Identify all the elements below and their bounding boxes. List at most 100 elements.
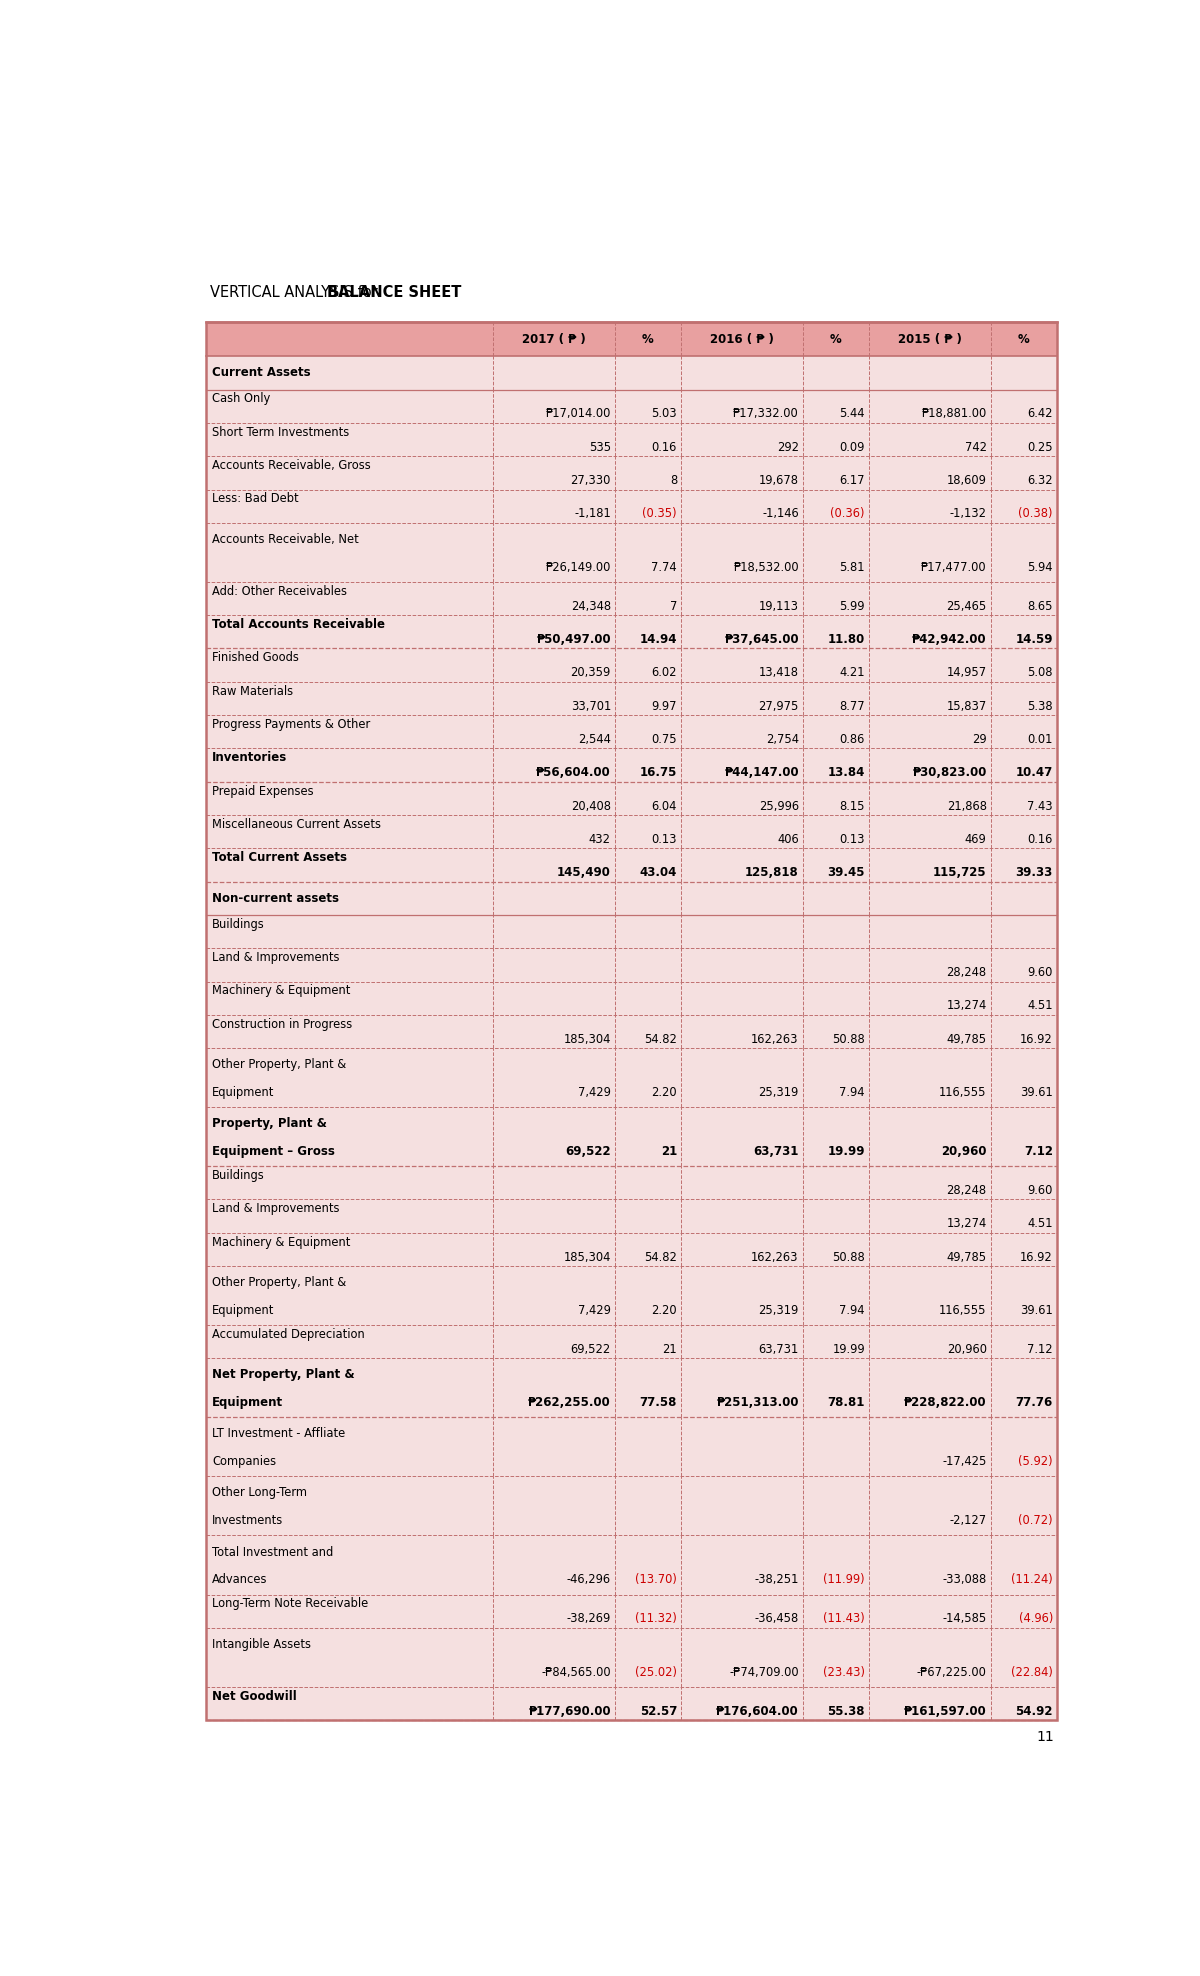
Text: 19.99: 19.99 <box>833 1344 865 1356</box>
Text: ₱17,014.00: ₱17,014.00 <box>546 407 611 421</box>
Text: Equipment: Equipment <box>212 1397 283 1409</box>
Text: Less: Bad Debt: Less: Bad Debt <box>212 492 299 506</box>
Text: 39.61: 39.61 <box>1020 1304 1052 1316</box>
Text: ₱251,313.00: ₱251,313.00 <box>716 1397 799 1409</box>
Bar <box>206 1047 1057 1107</box>
Text: Land & Improvements: Land & Improvements <box>212 1201 340 1215</box>
Text: Raw Materials: Raw Materials <box>212 684 293 698</box>
Text: -1,146: -1,146 <box>762 508 799 520</box>
Text: -₱74,709.00: -₱74,709.00 <box>730 1666 799 1678</box>
Bar <box>206 389 1057 423</box>
Text: 13,418: 13,418 <box>758 666 799 680</box>
Text: 5.94: 5.94 <box>1027 561 1052 573</box>
Text: 13.84: 13.84 <box>828 767 865 779</box>
Text: 43.04: 43.04 <box>640 865 677 879</box>
Text: 4.51: 4.51 <box>1027 1000 1052 1012</box>
Text: 14.59: 14.59 <box>1015 632 1052 646</box>
Text: 77.76: 77.76 <box>1015 1397 1052 1409</box>
Text: 39.61: 39.61 <box>1020 1087 1052 1099</box>
Text: 2016 ( ₱ ): 2016 ( ₱ ) <box>710 332 774 346</box>
Text: 162,263: 162,263 <box>751 1251 799 1263</box>
Text: Short Term Investments: Short Term Investments <box>212 425 349 439</box>
Text: 5.03: 5.03 <box>652 407 677 421</box>
Text: (0.35): (0.35) <box>642 508 677 520</box>
Text: (13.70): (13.70) <box>635 1573 677 1587</box>
Text: 25,319: 25,319 <box>758 1087 799 1099</box>
Text: (11.43): (11.43) <box>823 1612 865 1626</box>
Text: 25,465: 25,465 <box>947 599 986 613</box>
Text: Accounts Receivable, Gross: Accounts Receivable, Gross <box>212 458 371 472</box>
Bar <box>206 1233 1057 1267</box>
Text: 39.45: 39.45 <box>828 865 865 879</box>
Text: Current Assets: Current Assets <box>212 366 311 379</box>
Text: 2015 ( ₱ ): 2015 ( ₱ ) <box>898 332 961 346</box>
Text: %: % <box>642 332 654 346</box>
Text: 6.42: 6.42 <box>1027 407 1052 421</box>
Text: 52.57: 52.57 <box>640 1705 677 1717</box>
Text: 116,555: 116,555 <box>940 1304 986 1316</box>
Text: Non-current assets: Non-current assets <box>212 891 340 905</box>
Text: Long-Term Note Receivable: Long-Term Note Receivable <box>212 1597 368 1610</box>
Text: Net Goodwill: Net Goodwill <box>212 1689 296 1703</box>
Text: 8.15: 8.15 <box>840 800 865 812</box>
Text: 5.99: 5.99 <box>840 599 865 613</box>
Text: 16.92: 16.92 <box>1020 1251 1052 1263</box>
Text: (0.72): (0.72) <box>1019 1514 1052 1527</box>
Text: VERTICAL ANALYSIS for: VERTICAL ANALYSIS for <box>210 285 382 300</box>
Text: ₱177,690.00: ₱177,690.00 <box>528 1705 611 1717</box>
Bar <box>206 615 1057 648</box>
Bar <box>206 423 1057 456</box>
Text: 13,274: 13,274 <box>947 1217 986 1231</box>
Text: 27,975: 27,975 <box>758 700 799 713</box>
Text: Advances: Advances <box>212 1573 268 1587</box>
Text: ₱17,332.00: ₱17,332.00 <box>733 407 799 421</box>
Text: Companies: Companies <box>212 1454 276 1468</box>
Text: Prepaid Expenses: Prepaid Expenses <box>212 784 313 798</box>
Text: %: % <box>830 332 841 346</box>
Text: 25,319: 25,319 <box>758 1304 799 1316</box>
Bar <box>206 1166 1057 1199</box>
Text: ₱44,147.00: ₱44,147.00 <box>724 767 799 779</box>
Text: Other Long-Term: Other Long-Term <box>212 1486 307 1500</box>
Text: 20,960: 20,960 <box>941 1144 986 1158</box>
Text: 16.75: 16.75 <box>640 767 677 779</box>
Bar <box>206 1016 1057 1047</box>
Text: 7.94: 7.94 <box>840 1087 865 1099</box>
Bar <box>206 982 1057 1016</box>
Text: 185,304: 185,304 <box>564 1033 611 1045</box>
Text: 115,725: 115,725 <box>934 865 986 879</box>
Text: 50.88: 50.88 <box>833 1251 865 1263</box>
Text: %: % <box>1018 332 1030 346</box>
Text: 7.43: 7.43 <box>1027 800 1052 812</box>
Text: Other Property, Plant &: Other Property, Plant & <box>212 1059 347 1071</box>
Text: ₱17,477.00: ₱17,477.00 <box>922 561 986 573</box>
Text: 8.65: 8.65 <box>1027 599 1052 613</box>
Text: 0.16: 0.16 <box>652 441 677 454</box>
Text: 0.75: 0.75 <box>652 733 677 745</box>
Text: 5.44: 5.44 <box>840 407 865 421</box>
Text: -1,181: -1,181 <box>574 508 611 520</box>
Text: Accounts Receivable, Net: Accounts Receivable, Net <box>212 534 359 545</box>
Text: ₱50,497.00: ₱50,497.00 <box>536 632 611 646</box>
Text: 49,785: 49,785 <box>947 1251 986 1263</box>
Text: 63,731: 63,731 <box>754 1144 799 1158</box>
Text: ₱56,604.00: ₱56,604.00 <box>536 767 611 779</box>
Text: 24,348: 24,348 <box>571 599 611 613</box>
Text: 432: 432 <box>589 832 611 846</box>
Text: 54.92: 54.92 <box>1015 1705 1052 1717</box>
Text: 2,754: 2,754 <box>766 733 799 745</box>
Text: 5.08: 5.08 <box>1027 666 1052 680</box>
Text: 4.51: 4.51 <box>1027 1217 1052 1231</box>
Text: 29: 29 <box>972 733 986 745</box>
Text: 27,330: 27,330 <box>570 474 611 486</box>
Text: 28,248: 28,248 <box>947 966 986 978</box>
Text: 28,248: 28,248 <box>947 1184 986 1197</box>
Text: Accumulated Depreciation: Accumulated Depreciation <box>212 1328 365 1342</box>
Text: LT Investment - Affliate: LT Investment - Affliate <box>212 1427 346 1441</box>
Text: Land & Improvements: Land & Improvements <box>212 950 340 964</box>
Text: -14,585: -14,585 <box>942 1612 986 1626</box>
Text: ₱18,881.00: ₱18,881.00 <box>922 407 986 421</box>
Bar <box>206 1267 1057 1326</box>
Text: 14,957: 14,957 <box>947 666 986 680</box>
Text: 0.09: 0.09 <box>840 441 865 454</box>
